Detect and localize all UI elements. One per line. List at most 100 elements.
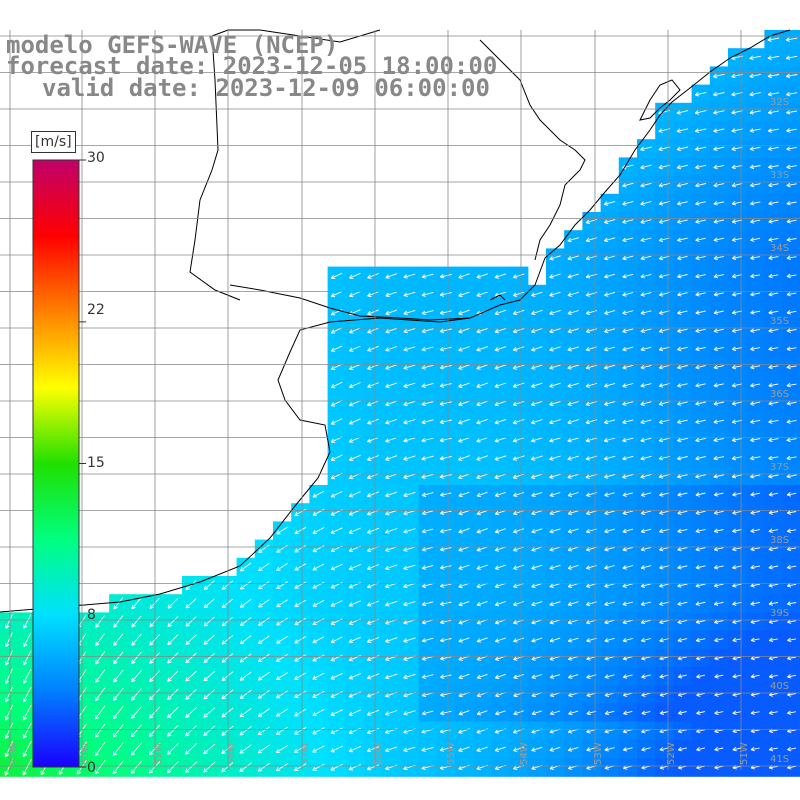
wind-arrow <box>476 509 488 516</box>
wind-arrow <box>203 616 215 627</box>
wind-arrow <box>421 364 434 370</box>
wind-arrow <box>276 635 288 644</box>
wind-arrow <box>549 492 561 497</box>
wind-arrow <box>549 710 561 716</box>
wind-arrow <box>440 528 452 534</box>
wind-arrow <box>603 364 616 370</box>
wind-arrow <box>767 110 779 115</box>
latitude-label: 34S <box>770 243 789 254</box>
wind-arrow <box>732 492 742 497</box>
wind-arrow <box>421 637 434 643</box>
wind-arrow <box>622 255 634 261</box>
wind-arrow <box>421 583 434 588</box>
wind-arrow <box>786 510 797 515</box>
wind-arrow <box>294 599 307 607</box>
wind-arrow <box>330 381 343 389</box>
wind-arrow <box>494 327 507 334</box>
wind-arrow <box>549 309 561 316</box>
wind-arrow <box>494 491 506 498</box>
colorbar-tick-label: 22 <box>87 302 105 318</box>
wind-arrow <box>659 746 669 752</box>
wind-arrow <box>677 492 688 497</box>
wind-arrow <box>603 419 616 425</box>
wind-arrow <box>312 490 325 498</box>
wind-arrow <box>221 616 234 627</box>
wind-arrow <box>458 400 470 407</box>
wind-arrow <box>330 727 343 735</box>
wind-arrow <box>385 273 398 279</box>
wind-arrow <box>513 510 525 516</box>
wind-arrow <box>476 564 488 570</box>
wind-arrow <box>112 705 124 720</box>
wind-arrow <box>677 674 687 679</box>
wind-arrow <box>640 273 652 279</box>
wind-arrow <box>494 273 507 279</box>
wind-arrow <box>276 581 288 590</box>
wind-arrow <box>676 219 688 224</box>
wind-arrow <box>421 619 434 625</box>
wind-arrow <box>659 546 670 552</box>
wind-arrow <box>714 710 724 716</box>
wind-arrow <box>421 401 434 407</box>
wind-arrow <box>768 637 778 643</box>
wind-arrow <box>403 528 416 534</box>
wind-arrow <box>640 510 652 516</box>
wind-arrow <box>567 510 579 516</box>
wind-arrow <box>750 746 760 752</box>
wind-arrow <box>677 437 688 443</box>
wind-arrow <box>531 582 543 589</box>
wind-arrow <box>312 654 325 662</box>
wind-arrow <box>494 637 506 643</box>
wind-arrow <box>239 671 252 681</box>
wind-arrow <box>495 710 506 716</box>
wind-arrow <box>731 364 743 370</box>
wind-arrow <box>549 637 561 643</box>
wind-arrow <box>694 110 707 115</box>
wind-arrow <box>640 419 652 425</box>
wind-arrow <box>786 328 797 333</box>
wind-arrow <box>750 528 760 534</box>
wind-arrow <box>367 436 379 443</box>
wind-arrow <box>458 291 470 297</box>
wind-arrow <box>403 710 416 716</box>
lagoon-outline <box>639 79 681 121</box>
wind-arrow <box>640 383 652 388</box>
latitude-label: 37S <box>770 462 789 473</box>
wind-arrow <box>695 219 706 224</box>
wind-arrow <box>640 237 652 243</box>
wind-arrow <box>276 563 288 571</box>
wind-arrow <box>768 437 779 443</box>
wind-arrow <box>531 291 543 297</box>
wind-arrow <box>330 563 343 571</box>
wind-arrow <box>622 200 634 206</box>
wind-arrow <box>768 546 779 552</box>
wind-arrow <box>4 668 13 684</box>
wind-arrow <box>750 273 761 279</box>
wind-arrow <box>750 237 761 242</box>
wind-arrow <box>167 597 179 609</box>
wind-arrow <box>476 600 488 607</box>
wind-arrow <box>731 219 743 224</box>
wind-arrow <box>768 382 779 388</box>
wind-arrow <box>713 492 724 497</box>
wind-arrow <box>476 473 489 480</box>
wind-arrow <box>676 110 689 115</box>
wind-arrow <box>604 619 615 625</box>
wind-arrow <box>330 691 343 698</box>
wind-arrow <box>603 382 616 388</box>
wind-arrow <box>549 400 561 407</box>
wind-arrow <box>714 746 724 752</box>
wind-arrow <box>167 706 179 719</box>
wind-arrow <box>749 110 761 115</box>
wind-arrow <box>167 652 179 664</box>
wind-arrow <box>130 706 142 719</box>
wind-arrow <box>732 746 742 752</box>
latitude-label: 39S <box>770 608 789 619</box>
wind-arrow <box>640 255 652 261</box>
wind-arrow <box>167 688 179 701</box>
wind-arrow <box>94 723 106 738</box>
wind-arrow <box>476 364 489 370</box>
wind-arrow <box>731 419 743 424</box>
wind-arrow <box>659 565 670 570</box>
wind-arrow <box>786 528 797 534</box>
